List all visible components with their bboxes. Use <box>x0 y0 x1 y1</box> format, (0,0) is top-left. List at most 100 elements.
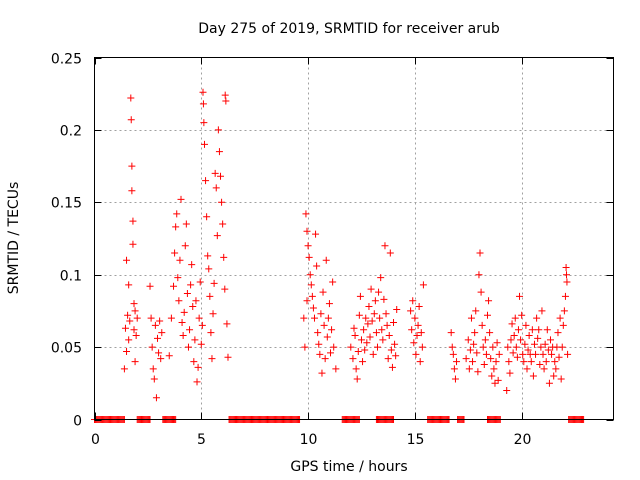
data-point <box>128 162 136 170</box>
data-point <box>327 349 335 357</box>
data-point <box>517 336 525 344</box>
data-point <box>182 220 190 228</box>
data-point <box>542 358 550 366</box>
data-point <box>377 274 385 282</box>
data-point <box>410 339 418 347</box>
data-point <box>481 336 489 344</box>
x-tick-label: 5 <box>197 432 206 448</box>
y-tick-label: 0.2 <box>60 124 82 140</box>
data-point <box>482 350 490 358</box>
data-point <box>507 336 515 344</box>
data-point <box>300 314 308 322</box>
data-point <box>318 369 326 377</box>
data-point <box>129 240 137 248</box>
data-point <box>491 379 499 387</box>
x-tick-label: 15 <box>407 432 425 448</box>
data-point <box>556 314 564 322</box>
data-point <box>479 343 487 351</box>
data-point <box>359 358 367 366</box>
data-point <box>477 288 485 296</box>
data-point <box>470 340 478 348</box>
data-point <box>527 358 535 366</box>
data-point <box>222 97 230 105</box>
data-point <box>165 352 173 360</box>
data-point <box>563 278 571 286</box>
data-point <box>146 282 154 290</box>
data-point <box>523 365 531 373</box>
data-point <box>148 343 156 351</box>
data-point <box>349 355 357 363</box>
data-point <box>363 339 371 347</box>
x-tick-label: 10 <box>300 432 318 448</box>
data-point <box>488 372 496 380</box>
data-point <box>537 343 545 351</box>
data-point <box>307 281 315 289</box>
data-point <box>465 365 473 373</box>
data-point <box>158 329 166 337</box>
data-point <box>385 332 393 340</box>
x-tick-label: 0 <box>91 432 100 448</box>
data-point <box>223 320 231 328</box>
data-point <box>493 339 501 347</box>
data-point <box>534 334 542 342</box>
y-axis-label: SRMTID / TECUs <box>6 182 22 295</box>
data-point <box>447 329 455 337</box>
data-point <box>332 365 340 373</box>
data-point <box>156 317 164 325</box>
data-point <box>511 314 519 322</box>
data-point <box>416 358 424 366</box>
data-point <box>175 297 183 305</box>
data-point <box>203 213 211 221</box>
data-point <box>411 314 419 322</box>
data-point <box>390 318 398 326</box>
data-point <box>392 352 400 360</box>
data-point <box>181 242 189 250</box>
data-point <box>559 321 567 329</box>
data-point <box>352 365 360 373</box>
data-point <box>532 350 540 358</box>
data-point <box>510 332 518 340</box>
data-point <box>489 343 497 351</box>
data-point <box>485 297 493 305</box>
data-point <box>224 353 232 361</box>
data-point <box>525 332 533 340</box>
data-point <box>366 333 374 341</box>
data-point <box>131 358 139 366</box>
data-point <box>520 358 528 366</box>
data-point <box>324 314 332 322</box>
data-point <box>180 308 188 316</box>
data-point <box>557 375 565 383</box>
data-point <box>308 292 316 300</box>
data-point <box>555 353 563 361</box>
data-point <box>220 253 228 261</box>
data-point <box>350 324 358 332</box>
data-point <box>130 326 138 334</box>
data-point <box>564 350 572 358</box>
data-point <box>172 223 180 231</box>
data-point <box>206 292 214 300</box>
data-point <box>558 343 566 351</box>
data-point <box>544 346 552 354</box>
data-point <box>198 321 206 329</box>
data-point <box>155 349 163 357</box>
data-point <box>368 317 376 325</box>
data-point <box>382 310 390 318</box>
data-point <box>313 262 321 270</box>
data-point <box>179 332 187 340</box>
data-point <box>149 365 157 373</box>
data-point <box>217 172 225 180</box>
data-point <box>540 365 548 373</box>
data-point <box>302 210 310 218</box>
data-point <box>367 285 375 293</box>
data-point <box>303 297 311 305</box>
data-point <box>375 288 383 296</box>
data-point <box>120 365 128 373</box>
data-point <box>322 256 330 264</box>
data-point <box>323 333 331 341</box>
data-point <box>178 318 186 326</box>
data-point <box>310 314 318 322</box>
data-point <box>490 365 498 373</box>
data-point <box>176 256 184 264</box>
data-points <box>91 88 588 423</box>
data-point <box>127 94 135 102</box>
